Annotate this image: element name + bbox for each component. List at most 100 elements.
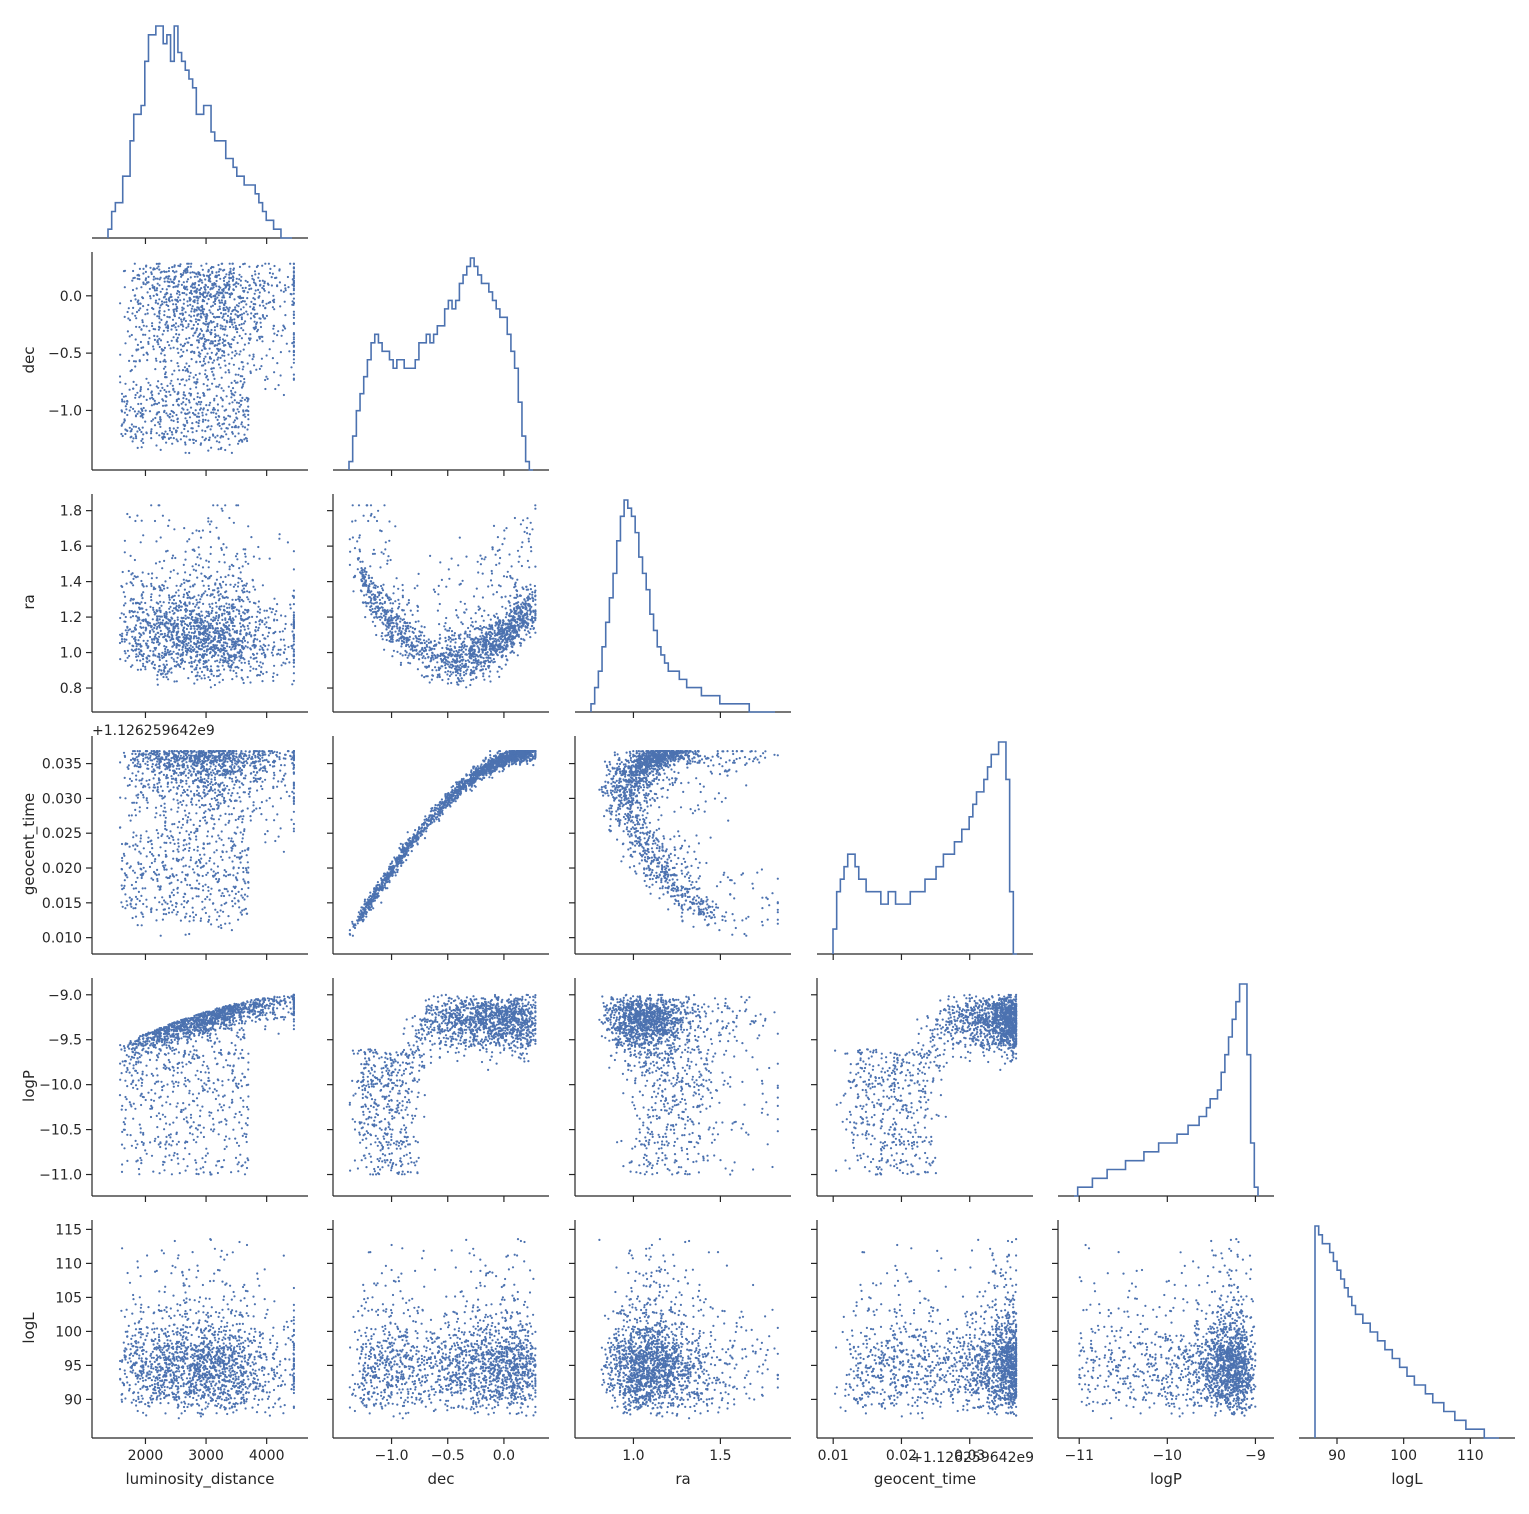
scatter-point <box>181 620 184 623</box>
scatter-point <box>457 564 460 567</box>
scatter-point <box>205 274 209 277</box>
y-tick-label: −0.5 <box>48 346 82 362</box>
scatter-point <box>170 324 174 327</box>
scatter-point <box>276 603 279 606</box>
scatter-point <box>162 296 165 299</box>
scatter-point <box>132 630 135 633</box>
scatter-point <box>523 612 527 616</box>
scatter-point <box>184 571 187 574</box>
scatter-point <box>255 668 258 671</box>
scatter-point <box>531 615 534 618</box>
scatter-point <box>162 601 165 604</box>
scatter-point <box>200 626 203 630</box>
scatter-point <box>243 300 246 303</box>
scatter-point <box>142 441 145 444</box>
scatter-point <box>124 432 127 436</box>
scatter-point <box>176 426 179 429</box>
scatter-point <box>236 558 239 561</box>
scatter-point <box>456 672 460 675</box>
scatter-point <box>193 283 196 286</box>
scatter-point <box>219 348 222 351</box>
scatter-point <box>272 340 275 343</box>
scatter-point <box>238 567 241 570</box>
scatter-point <box>526 624 529 627</box>
scatter-point <box>235 675 238 678</box>
scatter-point <box>156 339 159 342</box>
scatter-point <box>149 605 152 609</box>
scatter-point <box>197 637 200 640</box>
scatter-point <box>497 665 501 668</box>
scatter-point <box>189 276 192 279</box>
scatter-point <box>124 342 127 345</box>
scatter-point <box>239 633 242 636</box>
scatter-point <box>188 314 191 317</box>
scatter-point <box>460 621 463 624</box>
scatter-point <box>128 654 131 658</box>
scatter-point <box>158 642 161 645</box>
scatter-point <box>160 654 163 657</box>
scatter-point <box>258 337 261 340</box>
scatter-point <box>179 263 182 266</box>
scatter-point <box>398 602 401 605</box>
scatter-point <box>150 638 154 641</box>
scatter-point <box>224 504 227 507</box>
scatter-point <box>223 296 226 299</box>
scatter-point <box>168 267 171 270</box>
scatter-point <box>200 287 203 290</box>
scatter-point <box>217 594 220 597</box>
scatter-point <box>254 289 257 292</box>
scatter-point <box>181 291 184 295</box>
scatter-point <box>157 615 161 618</box>
scatter-point <box>207 517 210 520</box>
scatter-point <box>534 595 537 598</box>
scatter-point <box>165 303 168 306</box>
scatter-point <box>221 648 224 652</box>
scatter-point <box>211 282 214 285</box>
scatter-point <box>232 363 235 366</box>
scatter-point <box>265 354 268 357</box>
scatter-point <box>458 679 461 683</box>
scatter-point <box>182 563 185 567</box>
scatter-point <box>204 625 207 629</box>
scatter-point <box>167 651 171 654</box>
scatter-point <box>124 629 127 632</box>
scatter-point <box>146 359 149 362</box>
scatter-point <box>482 672 485 675</box>
scatter-point <box>175 660 178 664</box>
scatter-point <box>463 674 466 677</box>
scatter-point <box>460 653 463 656</box>
scatter-point <box>235 285 238 288</box>
scatter-point <box>233 399 236 402</box>
scatter-point <box>356 568 359 571</box>
scatter-point <box>187 265 190 269</box>
scatter-point <box>483 609 486 612</box>
scatter-point <box>288 350 291 353</box>
scatter-point <box>380 616 383 619</box>
scatter-point <box>396 633 399 636</box>
scatter-point <box>510 565 513 568</box>
scatter-point <box>121 400 124 403</box>
scatter-point <box>180 653 183 656</box>
scatter-point <box>433 647 436 651</box>
scatter-point <box>253 364 256 367</box>
scatter-point <box>172 607 176 610</box>
scatter-point <box>473 650 476 653</box>
scatter-point <box>232 610 235 613</box>
scatter-point <box>166 324 169 327</box>
scatter-point <box>292 316 295 319</box>
scatter-point <box>516 624 519 627</box>
scatter-point <box>167 524 170 528</box>
scatter-point <box>232 288 235 291</box>
scatter-point <box>489 680 492 683</box>
scatter-point <box>509 576 512 579</box>
scatter-point <box>449 670 452 674</box>
scatter-point <box>166 384 169 387</box>
scatter-point <box>201 566 205 569</box>
scatter-point <box>144 283 147 286</box>
scatter-point <box>203 674 206 677</box>
scatter-point <box>160 669 163 672</box>
scatter-point <box>165 301 168 304</box>
scatter-point <box>221 288 224 291</box>
scatter-point <box>292 336 295 339</box>
scatter-point <box>190 358 193 361</box>
